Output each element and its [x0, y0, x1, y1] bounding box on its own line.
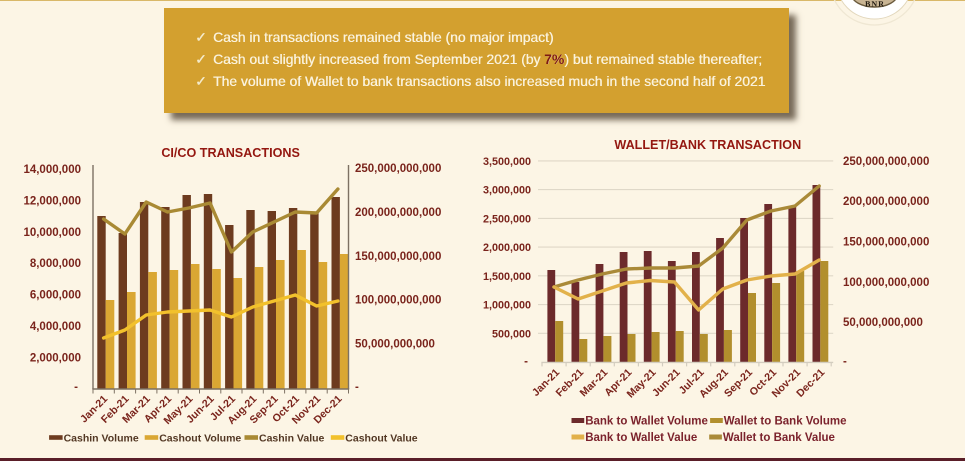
svg-text:2,000,000: 2,000,000: [30, 353, 81, 365]
svg-text:WALLET/BANK TRANSACTION: WALLET/BANK TRANSACTION: [614, 138, 801, 152]
svg-text:-: -: [524, 356, 528, 368]
svg-text:3,000,000: 3,000,000: [483, 185, 531, 197]
svg-text:500,000: 500,000: [492, 328, 531, 340]
svg-text:3,500,000: 3,500,000: [483, 156, 531, 168]
svg-text:200,000,000,000: 200,000,000,000: [355, 207, 441, 219]
svg-text:6,000,000: 6,000,000: [30, 290, 81, 302]
svg-text:Bank to Wallet Value: Bank to Wallet Value: [585, 432, 697, 444]
svg-text:-: -: [843, 356, 847, 368]
svg-text:1,000,000: 1,000,000: [483, 300, 531, 312]
svg-text:-: -: [355, 382, 359, 394]
svg-text:Jun-21: Jun-21: [650, 367, 683, 400]
svg-text:250,000,000,000: 250,000,000,000: [355, 163, 441, 175]
svg-text:4,000,000: 4,000,000: [30, 321, 81, 333]
svg-text:Bank to Wallet Volume: Bank to Wallet Volume: [585, 416, 708, 428]
svg-text:12,000,000: 12,000,000: [23, 195, 81, 207]
svg-text:8,000,000: 8,000,000: [30, 258, 81, 270]
svg-text:200,000,000,000: 200,000,000,000: [843, 196, 929, 208]
svg-text:150,000,000,000: 150,000,000,000: [355, 251, 441, 263]
svg-text:Cashin Value: Cashin Value: [259, 433, 325, 445]
svg-text:100,000,000,000: 100,000,000,000: [355, 295, 441, 307]
svg-text:2,000,000: 2,000,000: [483, 242, 531, 254]
svg-text:250,000,000,000: 250,000,000,000: [843, 156, 929, 168]
svg-text:100,000,000,000: 100,000,000,000: [843, 277, 929, 289]
svg-text:50,000,000,000: 50,000,000,000: [355, 339, 435, 351]
svg-text:14,000,000: 14,000,000: [23, 164, 81, 176]
svg-text:Cashin Volume: Cashin Volume: [64, 433, 139, 445]
svg-text:Cashout Value: Cashout Value: [345, 433, 418, 445]
svg-text:50,000,000,000: 50,000,000,000: [843, 317, 923, 329]
svg-text:Wallet to Bank Volume: Wallet to Bank Volume: [724, 416, 847, 428]
svg-text:150,000,000,000: 150,000,000,000: [843, 237, 929, 249]
svg-text:-: -: [74, 382, 78, 394]
svg-text:2,500,000: 2,500,000: [483, 213, 531, 225]
svg-text:Wallet to Bank Value: Wallet to Bank Value: [723, 432, 835, 444]
svg-text:1,500,000: 1,500,000: [483, 271, 531, 283]
svg-text:Cashout Volume: Cashout Volume: [159, 433, 241, 445]
svg-text:10,000,000: 10,000,000: [23, 227, 81, 239]
svg-text:CI/CO TRANSACTIONS: CI/CO TRANSACTIONS: [161, 146, 300, 160]
